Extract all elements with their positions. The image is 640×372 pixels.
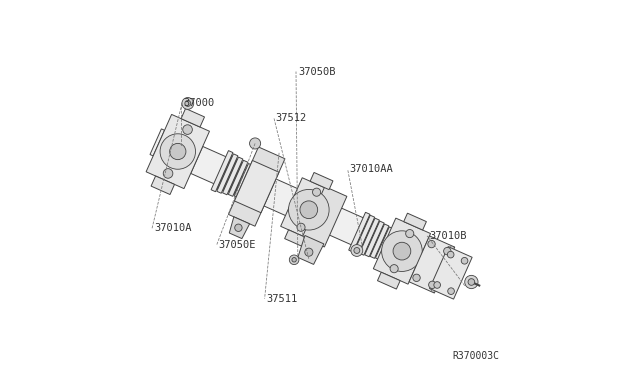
Circle shape [461,257,468,264]
Text: 37050B: 37050B [298,67,335,77]
Polygon shape [328,208,365,246]
Polygon shape [349,212,370,252]
Circle shape [465,275,478,289]
Circle shape [250,138,260,149]
Polygon shape [376,227,394,260]
Polygon shape [371,226,383,254]
Circle shape [434,282,440,288]
Polygon shape [223,157,243,195]
Polygon shape [191,147,228,185]
Polygon shape [376,229,388,256]
Polygon shape [217,155,232,189]
Circle shape [354,247,360,253]
Polygon shape [252,173,268,202]
Polygon shape [151,176,175,195]
Text: 37010B: 37010B [429,231,467,241]
Circle shape [381,231,422,272]
Circle shape [289,255,299,264]
Polygon shape [228,162,243,192]
Polygon shape [211,151,233,192]
Text: 37000: 37000 [184,98,214,108]
Polygon shape [234,165,248,194]
Circle shape [447,251,454,258]
Circle shape [300,201,317,219]
Circle shape [444,247,451,255]
Polygon shape [409,236,455,293]
Circle shape [235,224,242,231]
Polygon shape [413,246,433,275]
Polygon shape [302,186,347,247]
Polygon shape [217,154,238,193]
Polygon shape [150,129,164,156]
Polygon shape [246,172,257,197]
Polygon shape [281,178,337,242]
Circle shape [292,257,296,262]
Circle shape [468,279,475,285]
Polygon shape [365,221,384,257]
Circle shape [406,230,414,238]
Text: 37010A: 37010A [154,224,191,234]
Polygon shape [365,223,379,253]
Polygon shape [262,178,301,217]
Text: 37050E: 37050E [218,240,256,250]
Circle shape [289,189,329,230]
Circle shape [182,97,194,109]
Circle shape [448,288,454,295]
Polygon shape [252,175,262,198]
Polygon shape [234,160,279,213]
Circle shape [429,281,436,289]
Polygon shape [429,247,472,299]
Polygon shape [234,164,253,198]
Text: 37511: 37511 [266,294,298,304]
Polygon shape [354,215,374,254]
Circle shape [170,143,186,160]
Polygon shape [355,217,369,250]
Text: R370003C: R370003C [452,352,499,361]
Polygon shape [381,232,393,257]
Circle shape [183,125,193,134]
Text: 37010AA: 37010AA [349,164,394,174]
Circle shape [305,248,313,256]
Circle shape [413,274,420,282]
Polygon shape [228,160,248,196]
Polygon shape [246,170,263,201]
Circle shape [390,264,398,273]
Polygon shape [360,220,374,251]
Circle shape [163,169,173,178]
Polygon shape [298,235,324,264]
Circle shape [312,188,321,196]
Polygon shape [240,169,252,195]
Polygon shape [373,218,431,284]
Polygon shape [181,109,205,127]
Polygon shape [310,173,333,190]
Polygon shape [229,217,250,238]
Polygon shape [378,272,400,289]
Polygon shape [228,147,285,226]
Circle shape [351,244,363,256]
Circle shape [393,242,411,260]
Polygon shape [146,115,209,189]
Polygon shape [370,224,389,258]
Polygon shape [404,213,426,230]
Text: 37512: 37512 [276,113,307,123]
Circle shape [297,223,305,231]
Polygon shape [223,159,237,190]
Polygon shape [360,218,380,255]
Circle shape [160,134,195,169]
Polygon shape [381,230,399,262]
Polygon shape [240,167,258,199]
Circle shape [428,240,435,248]
Polygon shape [285,230,307,247]
Circle shape [185,100,191,106]
